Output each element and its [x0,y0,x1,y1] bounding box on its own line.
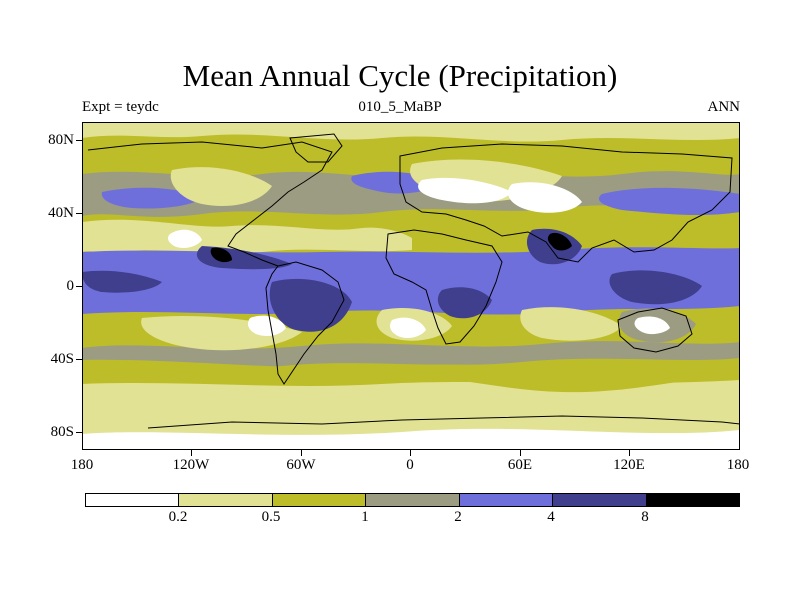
light-band-south [82,371,740,450]
colorbar-segment [179,494,273,506]
colorbar-segment [86,494,180,506]
white-south-pole [82,428,740,450]
coastline-north-america [87,141,333,267]
sahara-white-north [418,177,512,204]
africa-dark [437,287,492,319]
north-america-light [170,167,272,206]
coastlines [87,133,740,429]
south-grey-band [82,341,740,369]
colorbar-segment [646,494,739,506]
lat-label-eq: 0 [66,278,75,294]
lon-label-60w: 60W [286,457,316,473]
colorbar-label: 1 [361,509,369,525]
lon-tick [520,450,521,456]
colorbar-segment [272,494,367,506]
coastline-australia [617,307,693,353]
indian-ocean-light [520,307,622,341]
colorbar-segment [459,494,554,506]
lon-tick [301,450,302,456]
north-pacific-blue [101,187,202,209]
south-pacific-white [248,315,286,336]
lat-label-40n: 40N [48,205,74,221]
maritime-continent-dark [609,270,702,305]
lat-tick [76,359,82,360]
coastline-greenland [289,133,343,163]
light-band-north [82,122,740,142]
lon-tick [191,450,192,456]
coastline-eurasia [399,143,733,263]
coastline-south-america [265,261,345,385]
lon-label-0: 0 [406,457,414,473]
east-pacific-white [167,229,202,248]
lon-label-120w: 120W [172,457,210,473]
subtropic-north-light [82,219,412,254]
central-america-dark [210,247,232,263]
lat-tick [76,213,82,214]
south-atlantic-white [390,317,426,338]
arabia-white [507,182,582,213]
lat-label-80n: 80N [48,132,74,148]
lat-tick [76,432,82,433]
colorbar-segment [366,494,460,506]
india-black [547,232,572,251]
map-title: Mean Annual Cycle (Precipitation) [182,58,618,93]
coastline-antarctica [147,415,740,429]
lat-label-80s: 80S [50,424,74,440]
lon-label-180w: 180 [70,457,94,473]
lat-label-40s: 40S [50,351,74,367]
precipitation-map [82,122,740,450]
colorbar-label: 0.5 [261,509,281,525]
southern-ocean-band [82,359,740,386]
period-label: 010_5_MaBP [358,99,442,115]
colorbar-label: 2 [454,509,462,525]
colorbar-label: 8 [641,509,649,525]
australia-white [634,316,670,335]
experiment-label: Expt = teydc [82,99,159,115]
south-america-blue [269,278,352,332]
lon-label-60e: 60E [507,457,533,473]
lon-label-180e: 180 [726,457,750,473]
colorbar-label: 4 [547,509,555,525]
lon-tick [629,450,630,456]
coastline-africa [385,229,503,345]
season-label: ANN [707,99,741,115]
west-pacific-dark [82,270,162,293]
colorbar-label: 0.2 [168,509,188,525]
siberia-blue [598,187,740,216]
lon-tick [410,450,411,456]
lat-tick [76,140,82,141]
lat-tick [76,286,82,287]
lon-label-120e: 120E [613,457,645,473]
colorbar [85,493,740,507]
colorbar-segment [553,494,647,506]
